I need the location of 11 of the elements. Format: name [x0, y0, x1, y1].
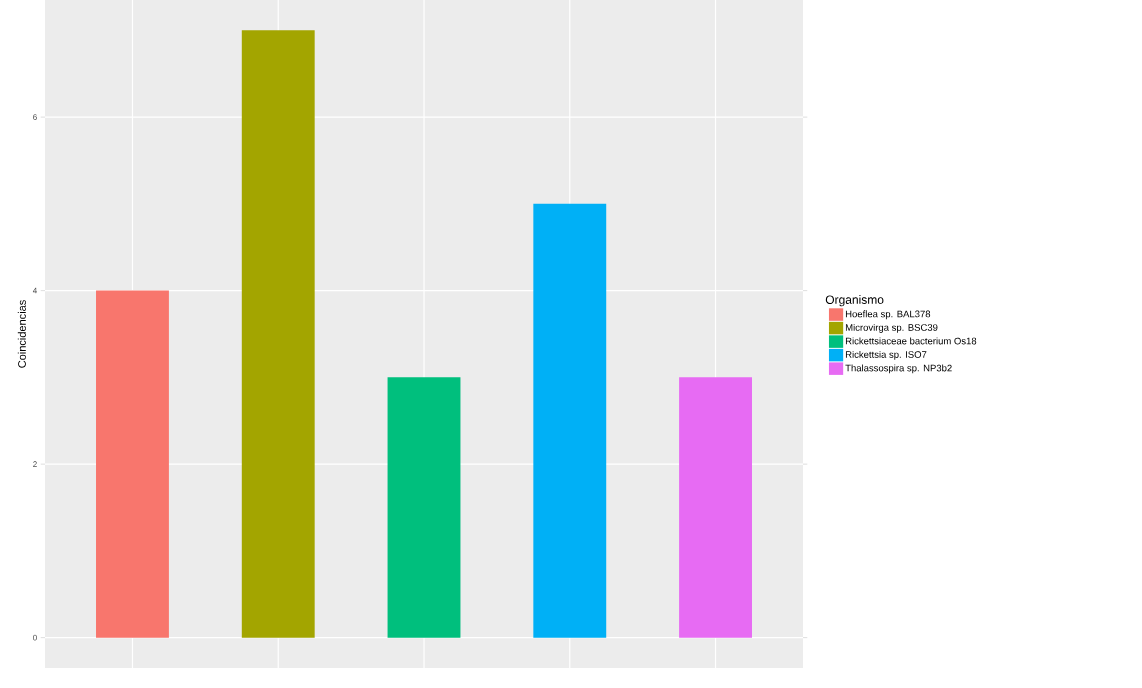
legend-label: Thalassospira sp. NP3b2: [845, 364, 952, 374]
y-tick-label: 4: [32, 287, 37, 294]
y-tick-label: 6: [33, 114, 37, 120]
legend-title: Organismo: [825, 295, 884, 307]
y-tick-label: 0: [33, 634, 37, 641]
y-axis-title: Coincidencias: [17, 300, 26, 368]
y-tick-label: 2: [33, 461, 37, 467]
legend-label: Rickettsia sp. ISO7: [845, 350, 927, 360]
legend-label: Hoeflea sp. BAL378: [845, 310, 931, 320]
legend-label: Rickettsiaceae bacterium Os18: [845, 337, 977, 345]
legend-label: Microvirga sp. BSC39: [845, 323, 938, 333]
